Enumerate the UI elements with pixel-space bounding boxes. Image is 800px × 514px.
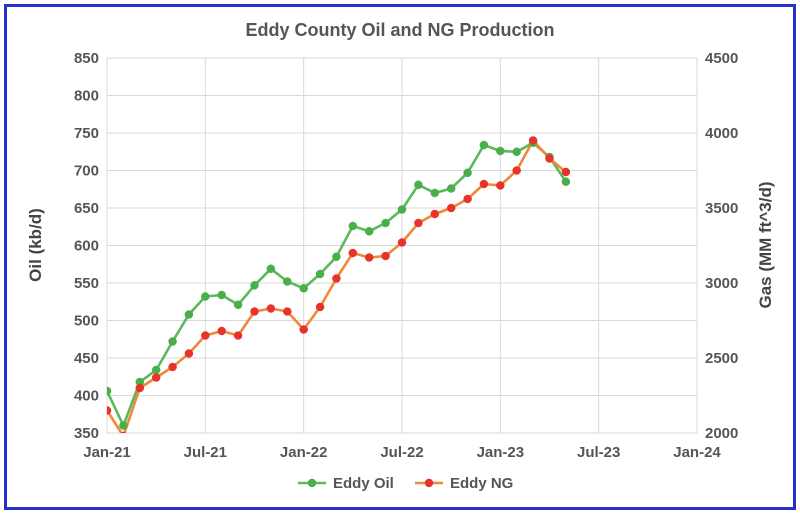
data-point-ng xyxy=(217,326,226,336)
data-point-oil xyxy=(283,277,292,286)
data-point-ng xyxy=(299,325,308,334)
right-tick-label: 3000 xyxy=(705,275,738,292)
right-axis-ticks: 2000 2500 3000 3500 4000 4500 xyxy=(705,50,738,442)
x-tick-label: Jul-21 xyxy=(184,444,227,461)
legend-ng-marker xyxy=(424,478,434,488)
legend-oil-marker xyxy=(307,478,317,488)
data-point-ng xyxy=(397,238,407,247)
data-point-ng xyxy=(266,304,276,313)
left-tick-label: 700 xyxy=(74,163,99,180)
data-point-ng xyxy=(545,154,554,163)
series-layer xyxy=(107,136,571,433)
data-point-ng xyxy=(348,248,358,258)
data-point-oil xyxy=(496,146,505,156)
data-point-oil xyxy=(119,421,128,430)
x-axis-ticks: Jan-21 Jul-21 Jan-22 Jul-22 Jan-23 Jul-23 Jan-… xyxy=(83,444,721,461)
legend-ng-label: Eddy NG xyxy=(450,475,513,492)
data-point-oil xyxy=(217,290,226,300)
left-tick-label: 450 xyxy=(74,350,99,367)
x-tick-label: Jan-22 xyxy=(280,444,328,461)
data-point-ng xyxy=(528,136,538,145)
data-point-ng xyxy=(446,203,456,213)
data-point-ng xyxy=(332,274,341,283)
data-point-oil xyxy=(561,177,571,186)
data-point-ng xyxy=(201,331,210,340)
data-point-ng xyxy=(364,253,374,262)
data-point-oil xyxy=(381,218,390,228)
data-point-oil xyxy=(315,269,325,279)
data-point-oil xyxy=(184,310,194,319)
x-tick-label: Jan-24 xyxy=(673,444,721,461)
data-point-oil xyxy=(266,264,276,274)
data-point-oil xyxy=(364,227,374,236)
right-tick-label: 2500 xyxy=(705,350,738,367)
data-point-oil xyxy=(201,292,210,301)
data-point-ng xyxy=(463,194,472,204)
data-point-oil xyxy=(151,365,161,375)
data-point-ng xyxy=(107,406,112,415)
data-point-ng xyxy=(496,181,505,190)
data-point-ng xyxy=(233,331,243,340)
data-point-oil xyxy=(168,337,177,346)
left-tick-label: 650 xyxy=(74,200,99,217)
gridlines xyxy=(106,57,698,434)
right-axis-title: Gas (MM ft^3/d) xyxy=(756,181,775,308)
data-point-oil xyxy=(414,180,423,190)
data-point-ng xyxy=(250,307,259,316)
x-tick-label: Jul-23 xyxy=(577,444,620,461)
data-point-ng xyxy=(168,362,177,372)
data-point-oil xyxy=(250,281,259,290)
data-point-ng xyxy=(561,167,571,177)
left-tick-label: 500 xyxy=(74,313,99,330)
legend: Eddy Oil Eddy NG xyxy=(298,475,513,492)
x-tick-label: Jan-23 xyxy=(477,444,525,461)
data-point-oil xyxy=(512,147,521,157)
data-point-oil xyxy=(348,221,358,231)
data-point-oil xyxy=(397,205,407,214)
data-point-ng xyxy=(120,431,127,433)
data-point-ng xyxy=(283,307,292,316)
data-point-ng xyxy=(430,209,440,219)
data-point-oil xyxy=(430,188,440,198)
right-tick-label: 4000 xyxy=(705,125,738,142)
right-tick-label: 4500 xyxy=(705,50,738,67)
left-tick-label: 600 xyxy=(74,238,99,255)
data-point-oil xyxy=(332,252,341,262)
data-point-oil xyxy=(463,168,472,178)
x-tick-label: Jan-21 xyxy=(83,444,131,461)
x-tick-label: Jul-22 xyxy=(380,444,423,461)
data-point-ng xyxy=(135,383,145,393)
legend-oil-label: Eddy Oil xyxy=(333,475,394,492)
left-axis-ticks: 350 400 450 500 550 600 650 700 750 800 850 xyxy=(74,50,99,442)
left-tick-label: 550 xyxy=(74,275,99,292)
data-point-ng xyxy=(414,218,423,228)
left-axis-title: Oil (kb/d) xyxy=(26,208,45,282)
data-point-oil xyxy=(233,300,243,310)
data-point-oil xyxy=(107,386,112,396)
left-tick-label: 850 xyxy=(74,50,99,67)
data-point-ng xyxy=(479,179,489,189)
data-point-ng xyxy=(315,302,325,312)
left-tick-label: 750 xyxy=(74,125,99,142)
left-tick-label: 350 xyxy=(74,425,99,442)
chart-title: Eddy County Oil and NG Production xyxy=(246,20,555,40)
data-point-ng xyxy=(151,373,161,382)
right-tick-label: 3500 xyxy=(705,200,738,217)
data-point-oil xyxy=(299,284,308,293)
data-point-ng xyxy=(184,349,194,358)
left-tick-label: 400 xyxy=(74,388,99,405)
data-point-ng xyxy=(381,251,390,261)
right-tick-label: 2000 xyxy=(705,425,738,442)
left-tick-label: 800 xyxy=(74,88,99,105)
data-point-ng xyxy=(512,166,521,175)
data-point-oil xyxy=(479,140,489,150)
data-point-oil xyxy=(446,184,456,193)
